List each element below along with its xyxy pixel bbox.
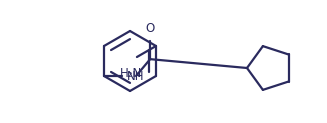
Text: O: O bbox=[146, 22, 155, 35]
Text: NH: NH bbox=[127, 69, 145, 83]
Text: H₂N: H₂N bbox=[120, 67, 142, 80]
